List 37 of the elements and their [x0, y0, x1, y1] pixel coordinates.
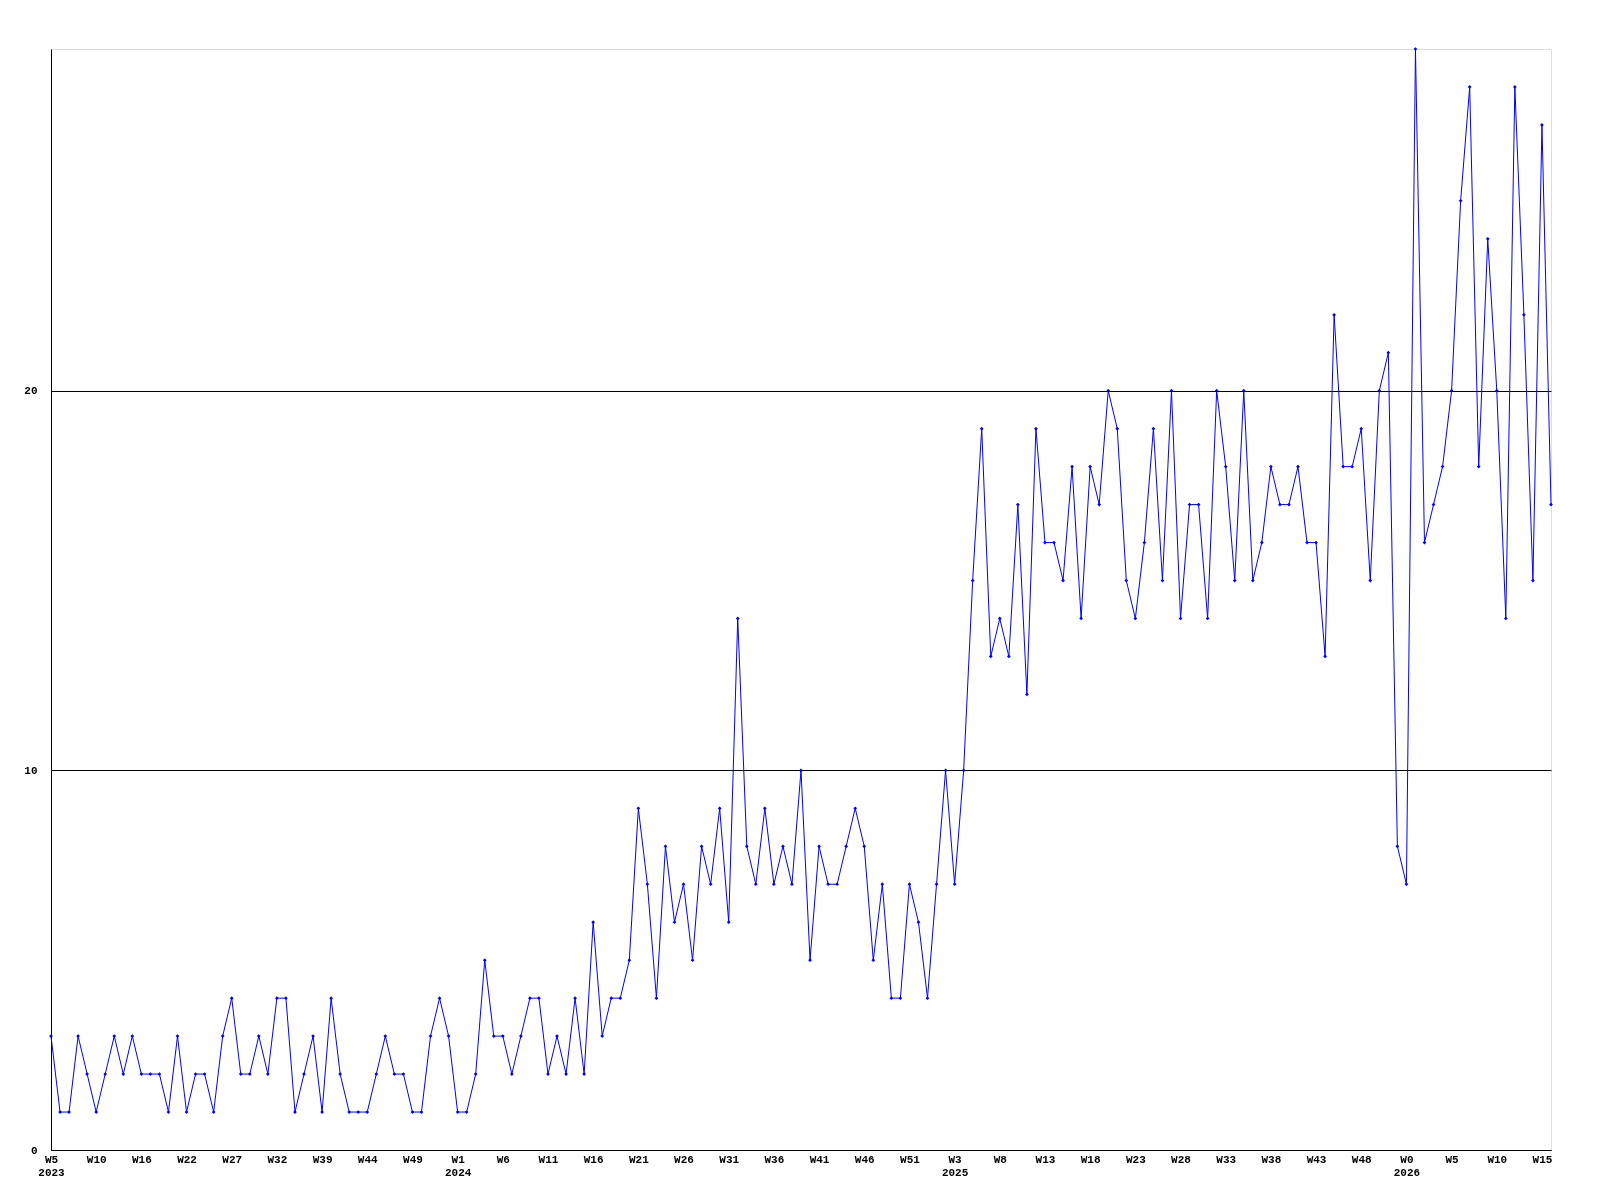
- x-tick-label: W48: [1351, 1153, 1373, 1166]
- x-tick-label: W27: [222, 1153, 243, 1166]
- x-tick-label: W5 2023: [38, 1153, 66, 1179]
- x-tick-label: W51: [900, 1153, 921, 1166]
- x-tick-label: W3 2025: [941, 1153, 969, 1179]
- x-tick-label: W28: [1171, 1153, 1192, 1166]
- x-tick-label: W31: [719, 1153, 740, 1166]
- x-tick-label: W10: [86, 1153, 107, 1166]
- x-tick-label: W32: [267, 1153, 288, 1166]
- x-tick-label: W16: [583, 1153, 604, 1166]
- x-tick-label: W5: [1445, 1153, 1460, 1166]
- x-tick-label: W41: [809, 1153, 830, 1166]
- x-tick-label: W13: [1035, 1153, 1056, 1166]
- x-tick-label: W38: [1261, 1153, 1282, 1166]
- x-tick-label: W44: [357, 1153, 379, 1166]
- x-tick-label: W6: [496, 1153, 510, 1166]
- x-tick-label: W1 2024: [444, 1153, 472, 1179]
- x-tick-label: W33: [1216, 1153, 1237, 1166]
- x-tick-label: W49: [403, 1153, 423, 1166]
- y-tick-label: 10: [24, 764, 38, 777]
- x-tick-label: W21: [628, 1153, 650, 1166]
- x-tick-label: W46: [854, 1153, 875, 1166]
- x-tick-label: W22: [177, 1153, 197, 1166]
- x-tick-label: W8: [993, 1153, 1008, 1166]
- x-tick-label: W23: [1125, 1153, 1147, 1166]
- x-tick-label: W36: [764, 1153, 785, 1166]
- x-tick-label: W0 2026: [1393, 1153, 1421, 1179]
- x-tick-label: W16: [131, 1153, 152, 1166]
- x-tick-label: W39: [312, 1153, 333, 1166]
- x-tick-label: W11: [538, 1153, 559, 1166]
- x-tick-label: W15: [1532, 1153, 1553, 1166]
- y-tick-label: 0: [30, 1144, 38, 1157]
- y-tick-label: 20: [24, 385, 38, 398]
- x-tick-label: W26: [674, 1153, 694, 1166]
- x-tick-label: W43: [1306, 1153, 1327, 1166]
- x-tick-label: W10: [1487, 1153, 1508, 1166]
- x-tick-label: W18: [1080, 1153, 1101, 1166]
